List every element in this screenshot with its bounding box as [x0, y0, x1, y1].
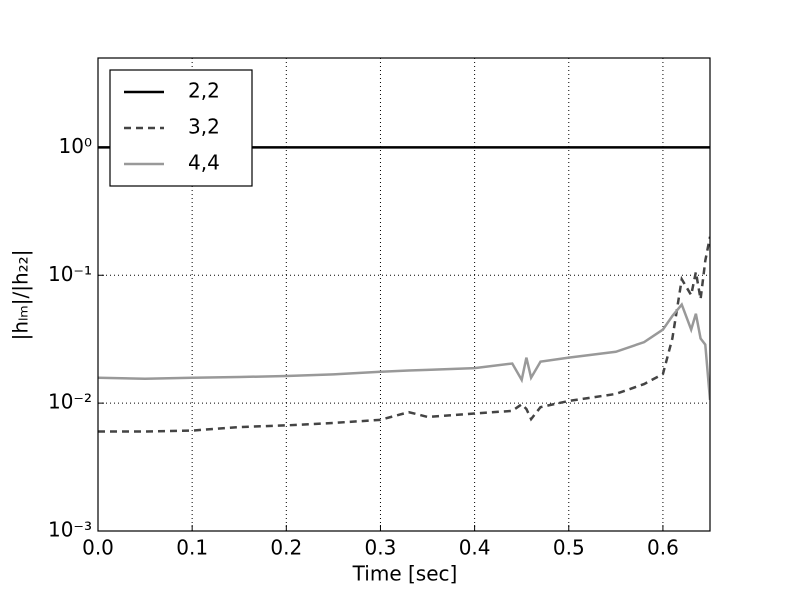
plot-frame: [97, 57, 711, 532]
legend-label: 2,2: [188, 79, 220, 103]
x-tick-label: 0.4: [459, 536, 491, 560]
y-tick-label: 10⁰: [59, 134, 92, 158]
x-tick-label: 0.1: [176, 536, 208, 560]
data-line: [98, 236, 710, 433]
legend-label: 3,2: [188, 115, 220, 139]
x-tick-label: 0.3: [365, 536, 397, 560]
data-line: [98, 302, 710, 400]
x-tick-label: 0.5: [553, 536, 585, 560]
x-tick-label: 0.0: [82, 536, 114, 560]
y-axis-label: |hₗₘ|/|h₂₂|: [9, 250, 33, 341]
x-axis-label: Time [sec]: [352, 562, 458, 586]
x-tick-label: 0.6: [647, 536, 679, 560]
y-tick-label: 10⁻³: [48, 518, 92, 542]
y-tick-label: 10⁻¹: [48, 262, 92, 286]
legend-box: [109, 69, 253, 187]
legend-label: 4,4: [188, 151, 220, 175]
y-tick-label: 10⁻²: [48, 390, 92, 414]
x-tick-label: 0.2: [270, 536, 302, 560]
